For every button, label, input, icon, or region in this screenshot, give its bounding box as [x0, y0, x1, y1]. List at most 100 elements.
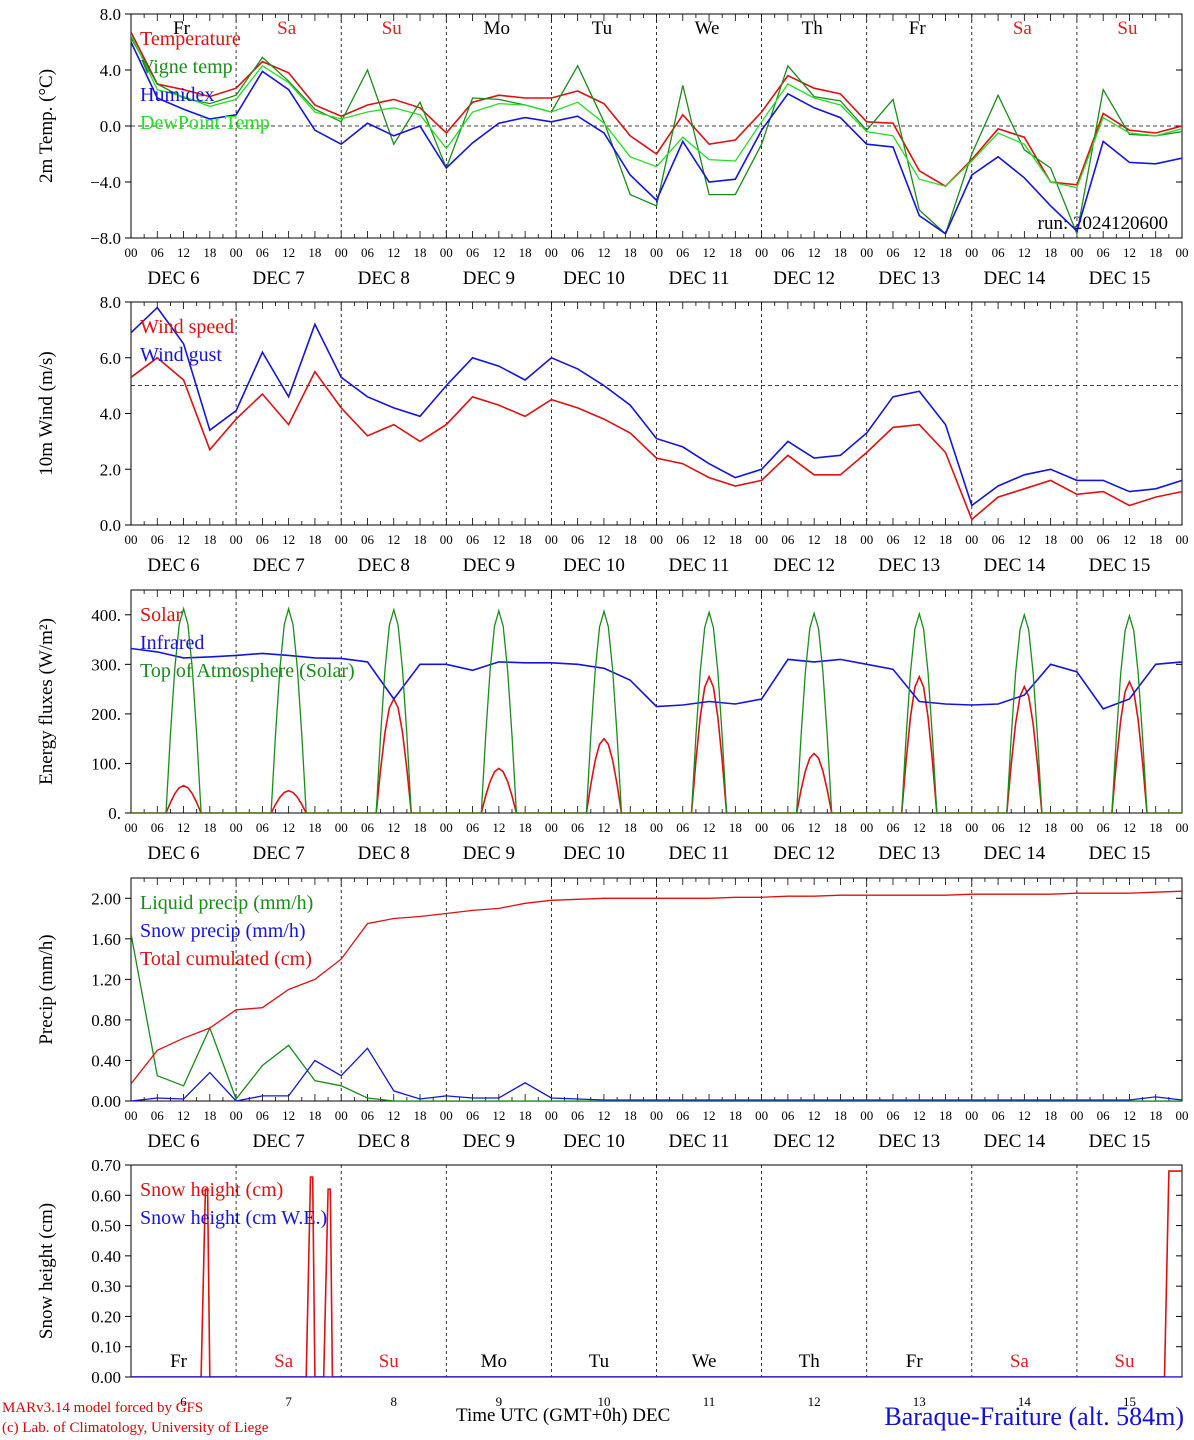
x-hour-label: 00: [335, 532, 348, 547]
x-hour-label: 00: [125, 532, 138, 547]
x-hour-label: 06: [571, 1108, 585, 1123]
x-date-label: DEC 9: [463, 555, 515, 576]
weekday-label: We: [695, 18, 720, 39]
x-hour-label: 12: [913, 1108, 926, 1123]
x-hour-label: 12: [282, 1108, 295, 1123]
x-date-label: DEC 10: [563, 843, 625, 864]
x-hour-label: 18: [1149, 532, 1162, 547]
x-date-label: DEC 12: [773, 843, 835, 864]
x-hour-label: 06: [1097, 820, 1111, 835]
legend-entry: Temperature: [140, 28, 241, 50]
x-hour-label: 06: [1097, 1108, 1111, 1123]
x-hour-label: 00: [650, 820, 663, 835]
x-hour-label: 18: [203, 1108, 216, 1123]
x-hour-label: 18: [1044, 820, 1057, 835]
x-hour-label: 12: [1123, 1108, 1136, 1123]
x-hour-label: 00: [1176, 820, 1189, 835]
x-date-label: DEC 9: [463, 268, 515, 289]
x-date-label: DEC 6: [147, 268, 199, 289]
x-hour-label: 18: [203, 532, 216, 547]
x-hour-label: 18: [1149, 820, 1162, 835]
x-hour-label: 06: [571, 820, 585, 835]
y-tick-label: 0.60: [91, 1186, 121, 1205]
series-line-wind-gust: [131, 306, 1182, 507]
x-hour-label: 06: [886, 1108, 900, 1123]
x-hour-label: 06: [151, 532, 165, 547]
series-group: [131, 31, 1182, 237]
time-axis-label: Time UTC (GMT+0h) DEC: [456, 1405, 671, 1426]
x-hour-label: 18: [1044, 1108, 1057, 1123]
x-hour-label: 00: [230, 532, 243, 547]
plot-frame: [130, 589, 1183, 814]
y-tick-label: 300.: [91, 655, 121, 674]
x-hour-label: 18: [519, 245, 532, 260]
weekday-label: Fr: [909, 18, 927, 39]
x-hour-label: 06: [992, 245, 1006, 260]
x-hour-label: 06: [466, 245, 480, 260]
x-day-number: 9: [496, 1394, 503, 1409]
x-hour-label: 12: [387, 245, 400, 260]
weekday-label: Su: [1114, 1351, 1135, 1372]
y-tick-label: 400.: [91, 606, 121, 625]
x-date-label: DEC 13: [878, 1131, 940, 1152]
x-hour-label: 06: [571, 532, 585, 547]
x-hour-label: 12: [703, 1108, 716, 1123]
x-hour-label: 12: [282, 532, 295, 547]
x-hour-label: 06: [1097, 532, 1111, 547]
y-tick-label: 0.00: [91, 1092, 121, 1111]
series-line-vigne-temp: [131, 37, 1182, 237]
series-line-humidex: [131, 41, 1182, 236]
plot-frame: [130, 301, 1183, 526]
x-hour-label: 12: [703, 532, 716, 547]
x-hour-label: 06: [361, 245, 375, 260]
x-hour-label: 12: [1018, 245, 1031, 260]
x-date-label: DEC 11: [669, 268, 730, 289]
x-date-label: DEC 12: [773, 268, 835, 289]
series-line-wind-speed: [131, 356, 1182, 521]
x-hour-label: 12: [492, 1108, 505, 1123]
x-hour-label: 18: [624, 820, 637, 835]
x-hour-label: 18: [414, 820, 427, 835]
x-hour-label: 00: [440, 820, 453, 835]
y-tick-label: 0.40: [91, 1247, 121, 1266]
x-hour-label: 06: [992, 820, 1006, 835]
x-hour-label: 12: [597, 245, 610, 260]
x-hour-label: 18: [729, 1108, 742, 1123]
x-day-number: 10: [597, 1394, 610, 1409]
weekday-label: Sa: [1010, 1351, 1030, 1372]
x-date-label: DEC 13: [878, 555, 940, 576]
legend-entry: Snow height (cm): [140, 1179, 283, 1201]
x-date-label: DEC 14: [983, 1131, 1045, 1152]
x-hour-label: 12: [177, 820, 190, 835]
legend-entry: Liquid precip (mm/h): [140, 892, 313, 914]
weekday-label: Mo: [481, 1351, 507, 1372]
x-hour-label: 06: [676, 532, 690, 547]
x-hour-label: 18: [729, 532, 742, 547]
y-tick-label: 0.0: [100, 516, 121, 535]
x-day-number: 13: [913, 1394, 926, 1409]
x-hour-label: 12: [913, 820, 926, 835]
x-hour-label: 18: [1044, 245, 1057, 260]
weekday-label: Tu: [589, 1351, 610, 1372]
x-hour-label: 06: [992, 1108, 1006, 1123]
x-date-label: DEC 15: [1089, 843, 1151, 864]
x-hour-label: 06: [466, 532, 480, 547]
x-hour-label: 06: [151, 245, 165, 260]
panel-5: 6 7 8 9 10 11 12 13 14 15 0.70 0.60 0.50 0.40 0.30 0.20…: [36, 1156, 1183, 1409]
weekday-label: Sa: [277, 18, 297, 39]
x-hour-label: 18: [414, 245, 427, 260]
x-hour-label: 06: [256, 1108, 270, 1123]
x-date-label: DEC 11: [669, 843, 730, 864]
x-hour-label: 12: [282, 820, 295, 835]
x-date-label: DEC 6: [147, 843, 199, 864]
x-hour-label: 18: [308, 245, 321, 260]
y-tick-label: 8.0: [100, 293, 121, 312]
x-hour-label: 00: [230, 1108, 243, 1123]
y-axis-label: 2m Temp. (°C): [36, 69, 57, 183]
legend-entry: Snow precip (mm/h): [140, 920, 306, 942]
x-hour-label: 12: [808, 1108, 821, 1123]
x-day-number: 14: [1018, 1394, 1032, 1409]
x-date-label: DEC 15: [1089, 555, 1151, 576]
x-hour-label: 00: [125, 820, 138, 835]
x-date-label: DEC 8: [358, 268, 410, 289]
